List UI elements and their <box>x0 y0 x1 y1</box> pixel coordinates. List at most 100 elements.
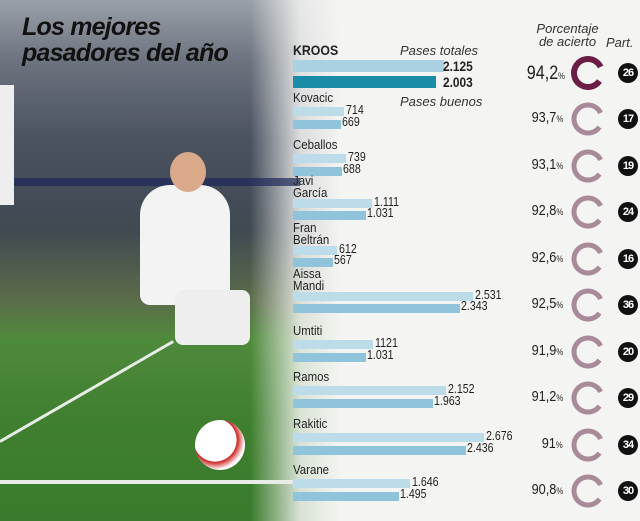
accuracy-value: 92,6% <box>531 249 563 266</box>
accuracy-ring <box>571 102 605 136</box>
player-name: Umtiti <box>293 322 323 338</box>
matches-badge: 19 <box>618 155 638 176</box>
title-line: pasadores del año <box>22 39 229 67</box>
bar-total <box>293 386 447 395</box>
accuracy-number: 93,7 <box>531 109 557 126</box>
matches-badge: 20 <box>618 341 638 362</box>
player-name: Fran Beltrán <box>293 219 330 247</box>
accuracy-ring <box>571 149 605 182</box>
bar-good <box>293 352 367 362</box>
value-total: 2.125 <box>443 58 473 74</box>
value-good: 688 <box>342 161 361 176</box>
accuracy-unit: % <box>556 300 563 310</box>
accuracy-value: 92,5% <box>531 295 563 312</box>
player <box>140 185 230 305</box>
value-total: 1121 <box>374 335 398 350</box>
accuracy-ring <box>571 195 605 229</box>
accuracy-value: 90,8% <box>531 481 563 498</box>
accuracy-unit: % <box>556 253 563 264</box>
player-row: Rakitic 2.676 2.436 91% 34 <box>293 417 638 464</box>
header-matches: Part. <box>606 35 634 50</box>
value-good: 1.031 <box>367 206 394 220</box>
bar-good <box>293 76 436 88</box>
accuracy-number: 94,2 <box>526 63 559 84</box>
header-line: Porcentaje <box>536 21 599 36</box>
accuracy-number: 91 <box>542 434 557 452</box>
bar-total <box>293 245 337 255</box>
matches-badge: 16 <box>618 248 638 269</box>
value-good: 1.495 <box>400 487 428 501</box>
accuracy-number: 93,1 <box>531 155 557 173</box>
accuracy-unit: % <box>556 486 563 496</box>
bar-total <box>293 292 474 301</box>
value-total: 2.152 <box>448 382 475 396</box>
player-row: Kovacic 714 669 93,7% 17 <box>293 90 638 138</box>
accuracy-ring <box>571 242 605 275</box>
player-row: Varane 1.646 1.495 90,8% 30 <box>293 462 638 510</box>
value-total: 1.646 <box>412 475 439 489</box>
pitch-line <box>0 480 300 484</box>
accuracy-number: 92,6 <box>531 248 557 266</box>
value-total: 714 <box>345 103 364 117</box>
accuracy-number: 90,8 <box>531 481 557 498</box>
player-row: KROOS 2.125 2.003 94,2% 26 <box>293 42 638 90</box>
accuracy-ring <box>571 381 605 415</box>
value-total: 1.111 <box>374 195 400 209</box>
player-name: Javi García <box>293 173 328 200</box>
player-row: Javi García 1.111 1.031 92,8% 24 <box>293 174 638 231</box>
bar-total <box>293 153 346 163</box>
bar-good <box>293 257 334 267</box>
accuracy-value: 93,7% <box>531 109 563 126</box>
player-row: Fran Beltrán 612 567 92,6% 16 <box>293 221 638 278</box>
matches-badge: 36 <box>618 295 638 315</box>
accuracy-unit: % <box>556 114 563 124</box>
stadium-banner <box>0 178 300 186</box>
accuracy-number: 91,2 <box>531 388 557 405</box>
accuracy-value: 91% <box>542 435 563 452</box>
accuracy-number: 92,5 <box>531 295 557 312</box>
matches-badge: 26 <box>618 63 638 83</box>
bar-good <box>293 166 342 176</box>
player-shorts <box>175 290 250 345</box>
accuracy-unit: % <box>556 393 563 403</box>
bar-good <box>293 120 341 129</box>
ball <box>195 420 245 470</box>
bar-total <box>293 339 373 349</box>
bar-good <box>293 445 467 455</box>
matches-badge: 17 <box>618 109 638 129</box>
accuracy-unit: % <box>556 160 563 171</box>
player-name: Varane <box>293 462 330 477</box>
accuracy-value: 93,1% <box>531 156 563 173</box>
page-title: Los mejores pasadores del año <box>22 13 229 67</box>
value-good: 2.436 <box>467 440 495 455</box>
value-good: 1.963 <box>433 394 461 408</box>
accuracy-ring <box>571 56 605 90</box>
accuracy-unit: % <box>558 71 565 81</box>
bar-total <box>293 60 445 72</box>
title-line: Los mejores <box>22 13 161 41</box>
value-total: 612 <box>338 241 357 256</box>
matches-badge: 24 <box>618 202 638 222</box>
player-name: KROOS <box>293 42 339 58</box>
matches-badge: 30 <box>618 481 638 501</box>
value-good: 2.343 <box>460 299 488 313</box>
accuracy-ring <box>571 288 605 322</box>
corner-flag <box>0 85 14 205</box>
accuracy-value: 91,9% <box>531 342 563 359</box>
value-good: 1.031 <box>367 347 394 362</box>
accuracy-unit: % <box>556 346 563 357</box>
pitch-line <box>0 340 174 443</box>
bar-total <box>293 432 484 442</box>
player-row: Aissa Mandi 2.531 2.343 92,5% 36 <box>293 267 638 324</box>
header-good: Pases buenos <box>400 94 483 109</box>
player-head <box>170 152 206 192</box>
accuracy-ring <box>571 335 605 368</box>
accuracy-number: 92,8 <box>531 202 557 219</box>
matches-badge: 29 <box>618 388 638 408</box>
accuracy-value: 94,2% <box>527 63 565 85</box>
accuracy-number: 91,9 <box>531 341 557 359</box>
header-line: de acierto <box>538 34 597 49</box>
player-row: Ramos 2.152 1.963 91,2% 29 <box>293 370 638 417</box>
player-name: Ceballos <box>293 136 338 152</box>
player-name: Kovacic <box>293 90 334 105</box>
